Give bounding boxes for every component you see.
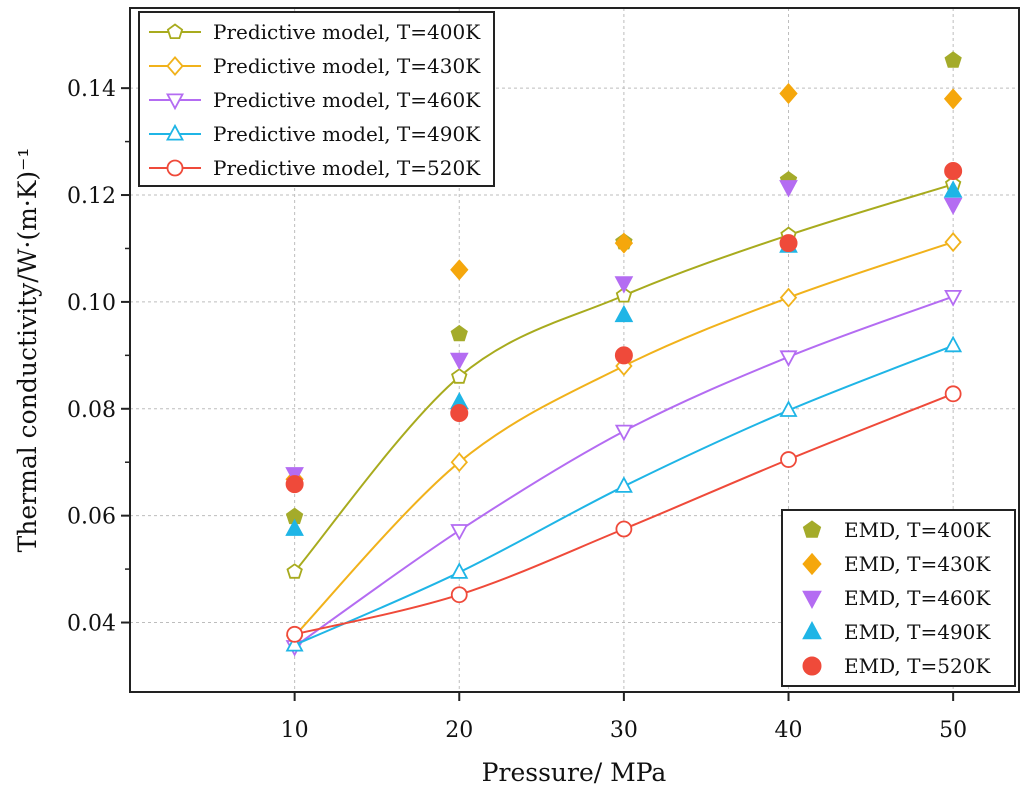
legend-swatch-marker (802, 520, 822, 538)
data-point (615, 286, 633, 303)
y-tick-label: 0.08 (67, 398, 116, 423)
data-point (449, 352, 469, 371)
data-point (944, 51, 962, 68)
data-point (779, 350, 798, 368)
series-model-3 (285, 335, 963, 652)
data-point (285, 475, 304, 494)
y-tick-label: 0.10 (67, 291, 116, 316)
data-point (614, 476, 633, 493)
data-point (614, 424, 633, 442)
data-point (779, 400, 798, 417)
y-tick-label: 0.06 (67, 505, 116, 530)
legend-box (781, 509, 1016, 687)
series-emd-6 (285, 82, 963, 490)
y-tick-label: 0.04 (67, 612, 116, 637)
legend-label: Predictive model, T=400K (213, 20, 481, 44)
data-point (285, 634, 304, 652)
legend-entry: EMD, T=520K (802, 654, 991, 678)
legend-label: EMD, T=490K (844, 620, 991, 644)
data-point (944, 335, 963, 353)
legend-swatch-marker (802, 590, 822, 609)
data-point (614, 346, 633, 365)
legend-swatch-marker (165, 93, 185, 111)
data-point (614, 304, 634, 323)
series-model-4 (286, 385, 962, 643)
legend-label: Predictive model, T=460K (213, 88, 481, 112)
data-point (450, 524, 469, 541)
data-point (614, 232, 634, 254)
legend-entry: EMD, T=460K (802, 586, 991, 610)
data-point (944, 289, 963, 307)
legend-label: Predictive model, T=520K (213, 156, 481, 180)
legends: Predictive model, T=400K Predictive model… (138, 11, 1016, 687)
x-tick-label: 20 (445, 718, 473, 743)
series-model-2 (285, 289, 963, 657)
legend-label: Predictive model, T=490K (213, 122, 481, 146)
series-emd-9 (285, 161, 963, 494)
data-point (779, 82, 798, 105)
data-point (450, 452, 468, 473)
legend-swatch-marker (802, 552, 822, 576)
y-tick-label: 0.14 (67, 77, 116, 102)
legend-bottom-right: EMD, T=400K EMD, T=430K EMD, T=460K EMD, T=… (781, 509, 1016, 687)
data-point (450, 586, 468, 604)
data-point (944, 232, 962, 253)
y-axis-title: Thermal conductivity/W·(m·K)⁻¹ (13, 148, 42, 553)
legend-entry: Predictive model, T=430K (149, 54, 481, 78)
data-point (779, 287, 798, 308)
data-point (944, 161, 963, 180)
legend-label: EMD, T=520K (844, 654, 991, 678)
series-layer (285, 51, 963, 657)
legend-entry: EMD, T=400K (802, 518, 991, 542)
data-point (943, 180, 963, 198)
legend-entry: Predictive model, T=400K (149, 20, 481, 44)
data-point (450, 404, 469, 423)
data-point (614, 276, 634, 294)
legend-entry: Predictive model, T=520K (149, 156, 481, 180)
x-tick-label: 50 (939, 718, 967, 743)
legend-swatch-marker (802, 656, 822, 676)
legend-entry: Predictive model, T=490K (149, 122, 481, 146)
legend-swatch-marker (166, 56, 184, 76)
data-point (943, 88, 963, 110)
x-axis-title: Pressure/ MPa (482, 758, 667, 786)
y-tick-label: 0.12 (67, 184, 116, 209)
legend-swatch-marker (166, 159, 184, 177)
legend-top-left: Predictive model, T=400K Predictive model… (138, 11, 495, 187)
data-point (944, 385, 962, 403)
legend-swatch-marker (166, 23, 184, 39)
data-point (780, 451, 797, 468)
data-point (779, 180, 798, 198)
data-point (450, 259, 469, 281)
data-point (779, 234, 798, 253)
legend-label: Predictive model, T=430K (213, 54, 481, 78)
x-tick-label: 40 (775, 718, 803, 743)
axis-ticks: 10 20 30 40 50 0.04 0.06 0.08 0.10 0.12 0.14 (67, 77, 967, 743)
x-tick-label: 10 (281, 718, 309, 743)
x-tick-label: 30 (610, 718, 638, 743)
plot-frame (129, 7, 1020, 693)
legend-label: EMD, T=400K (844, 518, 991, 542)
data-point (615, 520, 633, 538)
data-point (285, 518, 304, 536)
data-point (286, 563, 303, 579)
legend-label: EMD, T=430K (844, 552, 991, 576)
series-emd-7 (285, 180, 963, 485)
legend-entry: Predictive model, T=460K (149, 88, 481, 112)
data-point (450, 562, 469, 579)
legend-swatch-marker (802, 621, 822, 640)
legend-label: EMD, T=460K (844, 586, 991, 610)
data-point (451, 368, 468, 384)
legend-entry: EMD, T=430K (802, 552, 991, 576)
data-point (943, 197, 963, 216)
data-point (450, 324, 468, 342)
legend-swatch-marker (165, 123, 185, 141)
data-point (286, 625, 304, 643)
legend-entry: EMD, T=490K (802, 620, 991, 644)
